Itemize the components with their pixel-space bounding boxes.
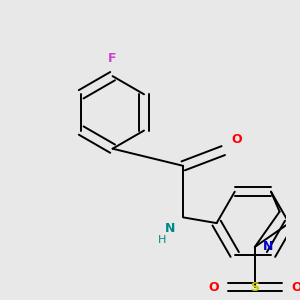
Text: O: O [291,280,300,293]
Text: N: N [165,222,176,235]
Text: O: O [231,133,242,146]
Text: F: F [108,52,117,65]
Text: H: H [158,235,166,244]
Text: O: O [208,280,218,293]
Text: N: N [262,241,273,254]
Text: S: S [250,280,259,293]
